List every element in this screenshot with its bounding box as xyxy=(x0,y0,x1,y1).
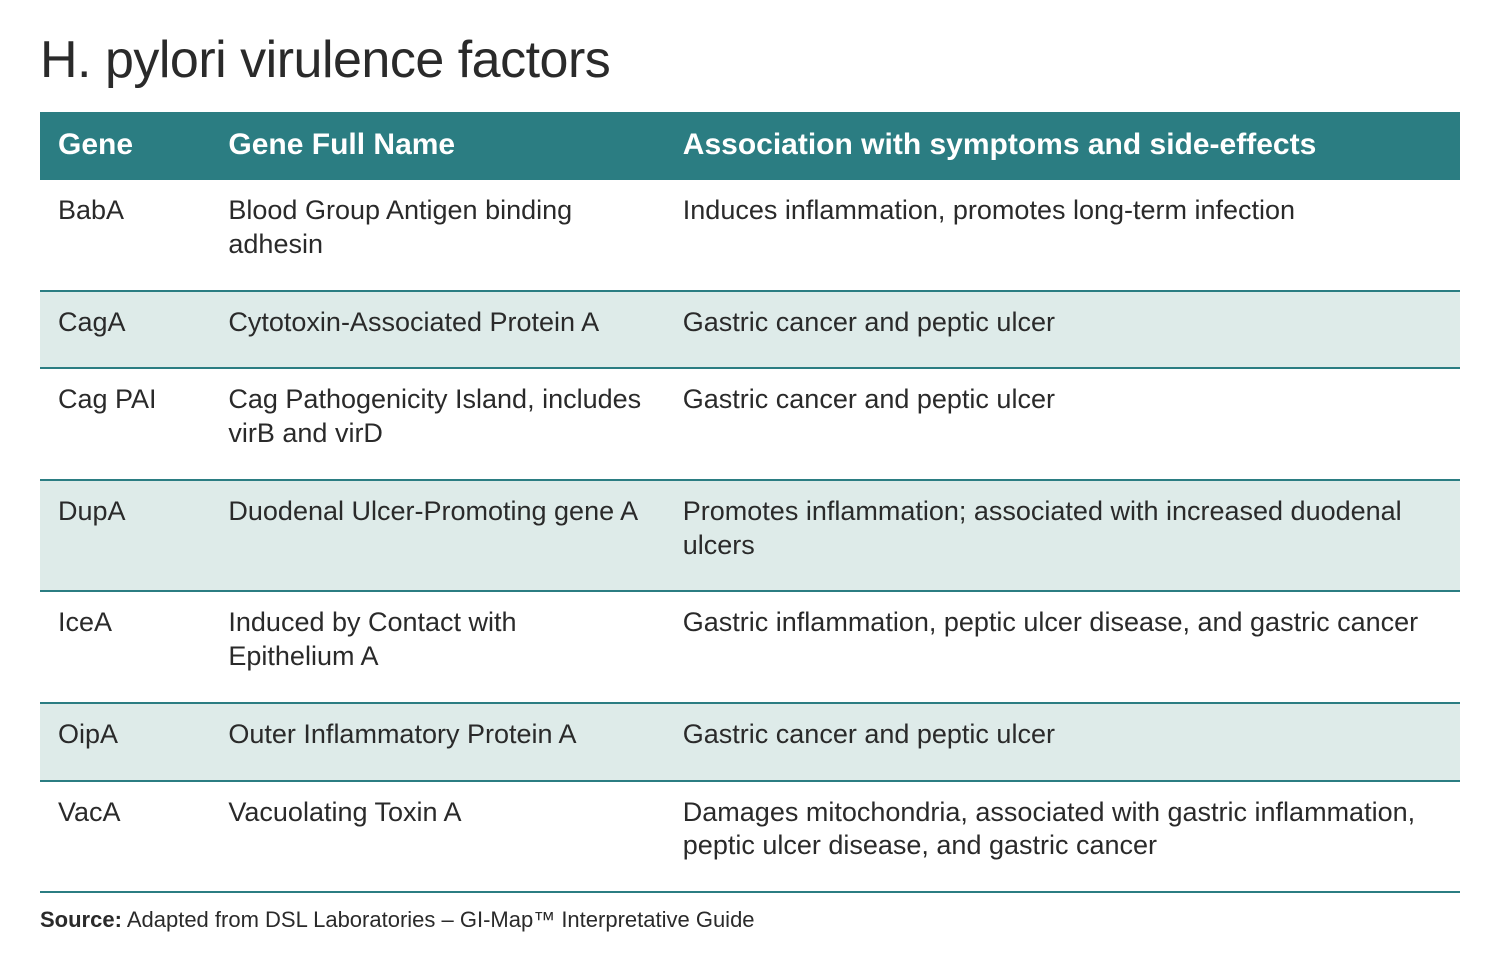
cell-fullname: Blood Group Antigen binding adhesin xyxy=(210,180,664,291)
table-row: CagA Cytotoxin-Associated Protein A Gast… xyxy=(40,291,1460,369)
cell-gene: OipA xyxy=(40,703,210,781)
source-label: Source: xyxy=(40,907,122,932)
table-row: BabA Blood Group Antigen binding adhesin… xyxy=(40,180,1460,291)
table-row: OipA Outer Inflammatory Protein A Gastri… xyxy=(40,703,1460,781)
cell-fullname: Vacuolating Toxin A xyxy=(210,781,664,893)
cell-assoc: Gastric cancer and peptic ulcer xyxy=(665,291,1460,369)
cell-gene: CagA xyxy=(40,291,210,369)
cell-fullname: Outer Inflammatory Protein A xyxy=(210,703,664,781)
table-row: IceA Induced by Contact with Epithelium … xyxy=(40,591,1460,703)
cell-fullname: Duodenal Ulcer-Promoting gene A xyxy=(210,480,664,592)
cell-gene: BabA xyxy=(40,180,210,291)
cell-gene: Cag PAI xyxy=(40,368,210,480)
page: H. pylori virulence factors Gene Gene Fu… xyxy=(0,0,1500,953)
table-header-row: Gene Gene Full Name Association with sym… xyxy=(40,112,1460,180)
cell-gene: VacA xyxy=(40,781,210,893)
cell-gene: DupA xyxy=(40,480,210,592)
cell-fullname: Cag Pathogenicity Island, includes virB … xyxy=(210,368,664,480)
source-text: Adapted from DSL Laboratories – GI-Map™ … xyxy=(122,907,755,932)
source-line: Source: Adapted from DSL Laboratories – … xyxy=(40,907,1460,933)
table-row: DupA Duodenal Ulcer-Promoting gene A Pro… xyxy=(40,480,1460,592)
cell-gene: IceA xyxy=(40,591,210,703)
cell-fullname: Cytotoxin-Associated Protein A xyxy=(210,291,664,369)
cell-assoc: Gastric cancer and peptic ulcer xyxy=(665,703,1460,781)
cell-fullname: Induced by Contact with Epithelium A xyxy=(210,591,664,703)
virulence-factors-table: Gene Gene Full Name Association with sym… xyxy=(40,112,1460,893)
cell-assoc: Induces inflammation, promotes long-term… xyxy=(665,180,1460,291)
col-header-gene: Gene xyxy=(40,112,210,180)
col-header-assoc: Association with symptoms and side-effec… xyxy=(665,112,1460,180)
cell-assoc: Promotes inflammation; associated with i… xyxy=(665,480,1460,592)
col-header-fullname: Gene Full Name xyxy=(210,112,664,180)
cell-assoc: Damages mitochondria, associated with ga… xyxy=(665,781,1460,893)
cell-assoc: Gastric cancer and peptic ulcer xyxy=(665,368,1460,480)
table-row: Cag PAI Cag Pathogenicity Island, includ… xyxy=(40,368,1460,480)
cell-assoc: Gastric inflammation, peptic ulcer disea… xyxy=(665,591,1460,703)
page-title: H. pylori virulence factors xyxy=(40,30,1460,90)
table-row: VacA Vacuolating Toxin A Damages mitocho… xyxy=(40,781,1460,893)
